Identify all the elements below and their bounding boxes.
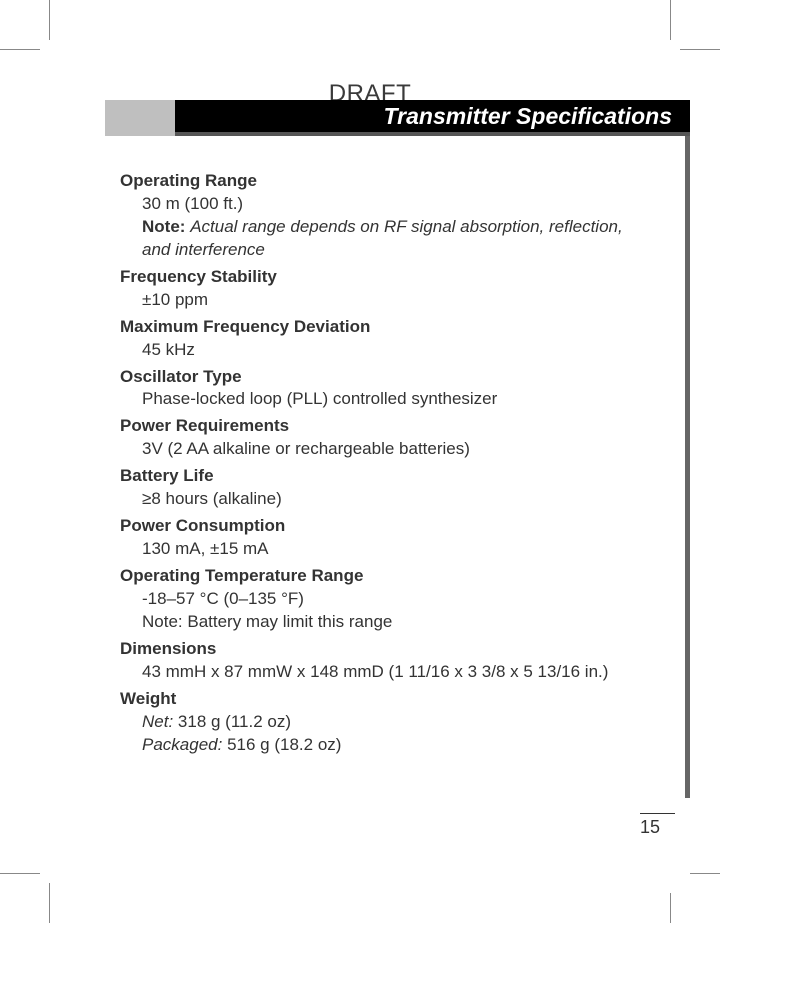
spec-content: Operating Range 30 m (100 ft.) Note: Act…: [120, 170, 650, 761]
spec-heading: Battery Life: [120, 465, 650, 488]
weight-net: Net: 318 g (11.2 oz): [142, 711, 650, 734]
spec-heading: Frequency Stability: [120, 266, 650, 289]
crop-mark: [15, 15, 55, 55]
spec-heading: Weight: [120, 688, 650, 711]
spec-note: Note: Actual range depends on RF signal …: [142, 216, 650, 262]
weight-packaged-label: Packaged:: [142, 735, 222, 754]
weight-net-label: Net:: [142, 712, 173, 731]
spec-value: 3V (2 AA alkaline or rechargeable batter…: [120, 438, 650, 461]
right-shadow: [685, 136, 690, 798]
spec-heading: Power Consumption: [120, 515, 650, 538]
page-title: Transmitter Specifications: [175, 100, 690, 136]
weight-packaged-value: 516 g (18.2 oz): [227, 735, 341, 754]
crop-mark: [665, 15, 705, 55]
spec-heading: Maximum Frequency Deviation: [120, 316, 650, 339]
weight-packaged: Packaged: 516 g (18.2 oz): [142, 734, 650, 757]
page: DRAFT Transmitter Specifications Operati…: [50, 50, 690, 893]
spec-value: 43 mmH x 87 mmW x 148 mmD (1 11/16 x 3 3…: [120, 661, 650, 684]
spec-heading: Operating Range: [120, 170, 650, 193]
spec-heading: Power Requirements: [120, 415, 650, 438]
header-bar: Transmitter Specifications: [105, 100, 690, 136]
note-label: Note:: [142, 217, 185, 236]
spec-text: 30 m (100 ft.): [142, 193, 650, 216]
spec-heading: Dimensions: [120, 638, 650, 661]
spec-value: Phase-locked loop (PLL) controlled synth…: [120, 388, 650, 411]
spec-value: ≥8 hours (alkaline): [120, 488, 650, 511]
spec-subnote: Note: Battery may limit this range: [142, 611, 650, 634]
spec-value: 45 kHz: [120, 339, 650, 362]
weight-net-value: 318 g (11.2 oz): [178, 712, 291, 731]
spec-value: ±10 ppm: [120, 289, 650, 312]
crop-mark: [15, 868, 55, 908]
spec-text: -18–57 °C (0–135 °F): [142, 588, 650, 611]
spec-value: 30 m (100 ft.) Note: Actual range depend…: [120, 193, 650, 262]
spec-value: Net: 318 g (11.2 oz) Packaged: 516 g (18…: [120, 711, 650, 757]
header-grey-block: [105, 100, 175, 136]
page-number: 15: [640, 813, 675, 838]
spec-value: -18–57 °C (0–135 °F) Note: Battery may l…: [120, 588, 650, 634]
spec-heading: Operating Temperature Range: [120, 565, 650, 588]
spec-value: 130 mA, ±15 mA: [120, 538, 650, 561]
spec-heading: Oscillator Type: [120, 366, 650, 389]
note-text: Actual range depends on RF signal absorp…: [142, 217, 623, 259]
